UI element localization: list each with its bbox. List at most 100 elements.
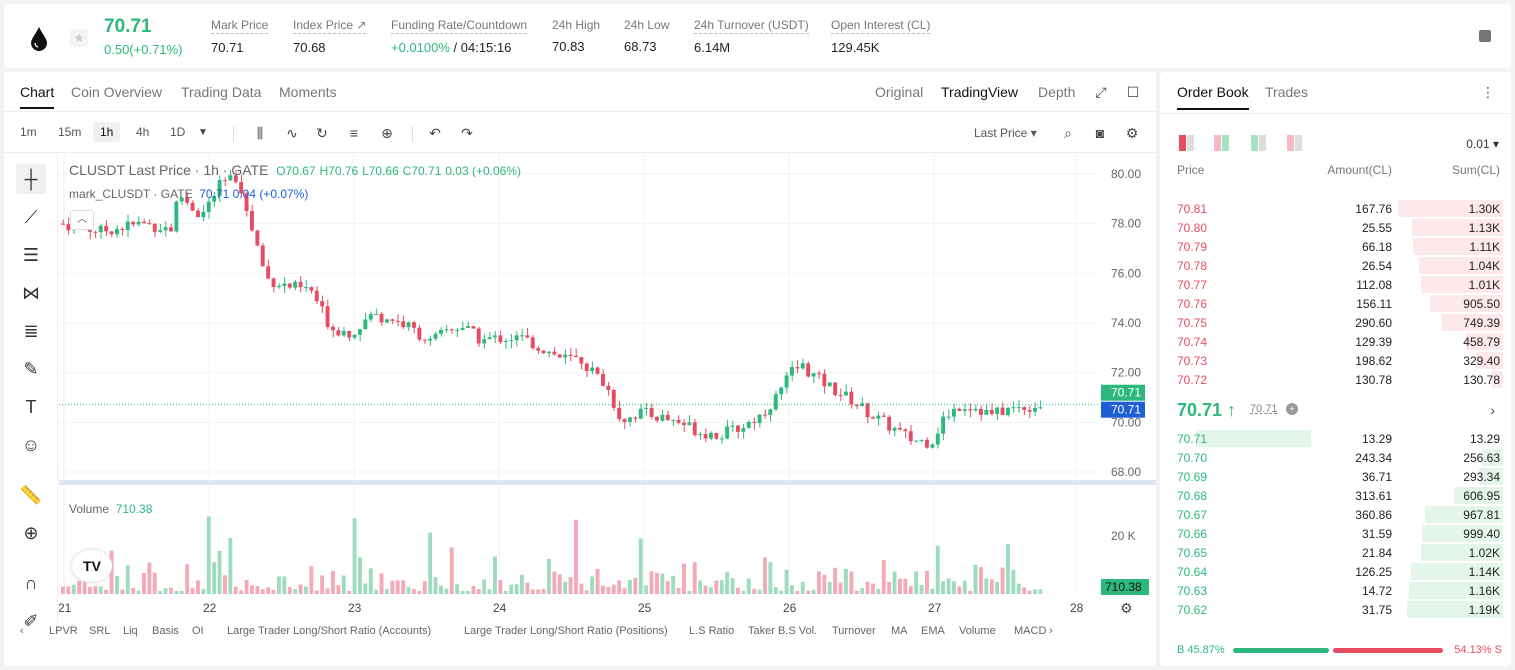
ruler-icon[interactable]: 📏 — [19, 485, 43, 505]
stat-label[interactable]: Mark Price — [211, 18, 269, 34]
candle — [914, 440, 919, 442]
indicator-l-s-ratio[interactable]: L.S Ratio — [689, 625, 735, 637]
tab-trading-data[interactable]: Trading Data — [181, 84, 262, 100]
indicators-icon[interactable]: ∿ — [286, 125, 298, 141]
magnet-icon[interactable]: ∩ — [24, 573, 38, 593]
bid-row[interactable]: 70.66 31.59 999.40 — [1160, 524, 1511, 543]
zoom-in-icon[interactable]: ⊕ — [23, 523, 39, 543]
axis-settings-icon[interactable]: ⚙ — [1120, 600, 1133, 616]
stat-label[interactable]: Index Price ↗ — [293, 18, 367, 34]
bid-row[interactable]: 70.64 126.25 1.14K — [1160, 562, 1511, 581]
bid-row[interactable]: 70.63 14.72 1.16K — [1160, 581, 1511, 600]
indicator-taker-b-s-vol-[interactable]: Taker B.S Vol. — [748, 625, 818, 637]
brush-icon[interactable]: ✎ — [23, 359, 39, 379]
gear-icon[interactable]: ⚙ — [1125, 125, 1139, 141]
tradingview-logo[interactable]: TV — [72, 550, 112, 582]
pattern-icon[interactable]: ⋈ — [22, 283, 40, 303]
caret-down-icon[interactable]: ▼ — [198, 127, 208, 138]
pencil-lock-icon[interactable]: ✐ — [23, 611, 39, 631]
layout-split-icon[interactable] — [1214, 135, 1230, 151]
fib-icon[interactable]: ≣ — [23, 321, 39, 341]
indicator-large-trader-long-short-ratio-positions-[interactable]: Large Trader Long/Short Ratio (Positions… — [464, 625, 668, 637]
favorite-star-icon[interactable]: ★ — [70, 29, 88, 47]
chevron-right-icon[interactable]: › — [1049, 625, 1053, 637]
precision-select[interactable]: 0.01 ▾ — [1466, 137, 1499, 151]
stat-label[interactable]: Open Interest (CL) — [831, 18, 931, 34]
interval-15m[interactable]: 15m — [58, 125, 82, 139]
replay-icon[interactable]: ↻ — [316, 125, 328, 141]
interval-4h[interactable]: 4h — [136, 125, 150, 139]
emoji-icon[interactable]: ☺ — [21, 435, 41, 455]
indicator-lpvr[interactable]: LPVR — [49, 625, 78, 637]
layout-both-icon[interactable] — [1179, 135, 1195, 151]
view-depth[interactable]: Depth — [1038, 84, 1076, 100]
crosshair-icon[interactable]: ┼ — [16, 164, 46, 194]
indicator-ma[interactable]: MA — [891, 625, 908, 637]
indicator-ema[interactable]: EMA — [921, 625, 945, 637]
view-tradingview[interactable]: TradingView — [941, 84, 1019, 100]
view-original[interactable]: Original — [875, 84, 924, 100]
candle — [352, 334, 357, 338]
tab-moments[interactable]: Moments — [279, 84, 337, 100]
tab-coin-overview[interactable]: Coin Overview — [71, 84, 163, 100]
volume-bar — [1033, 589, 1037, 594]
tab-order-book[interactable]: Order Book — [1177, 84, 1249, 110]
indicator-oi[interactable]: OI — [192, 625, 204, 637]
candles-icon[interactable]: ⫼ — [256, 125, 264, 141]
trendline-icon[interactable]: ⟋ — [24, 207, 38, 227]
bid-row[interactable]: 70.62 31.75 1.19K — [1160, 600, 1511, 619]
indicator-large-trader-long-short-ratio-accounts-[interactable]: Large Trader Long/Short Ratio (Accounts) — [227, 625, 432, 637]
text-icon[interactable]: T — [25, 397, 37, 417]
guide-book-icon[interactable] — [1479, 30, 1491, 42]
redo-icon[interactable]: ↷ — [461, 125, 473, 141]
bid-row[interactable]: 70.70 243.34 256.63 — [1160, 448, 1511, 467]
more-options-icon[interactable]: ⋮ — [1481, 84, 1495, 100]
undo-icon[interactable]: ↶ — [429, 125, 441, 141]
chevron-right-icon[interactable]: › — [1490, 402, 1495, 418]
bid-row[interactable]: 70.69 36.71 293.34 — [1160, 467, 1511, 486]
layout-bids-icon[interactable] — [1251, 135, 1267, 151]
interval-1d[interactable]: 1D — [170, 125, 186, 139]
candle — [120, 228, 125, 231]
indicator-liq[interactable]: Liq — [123, 625, 138, 637]
collapse-legend-button[interactable]: ︿ — [70, 210, 94, 230]
ask-row[interactable]: 70.78 26.54 1.04K — [1160, 256, 1511, 275]
indicator-volume[interactable]: Volume — [959, 625, 996, 637]
ask-row[interactable]: 70.81 167.76 1.30K — [1160, 199, 1511, 218]
price-type-select[interactable]: Last Price ▾ — [974, 126, 1037, 140]
bid-row[interactable]: 70.65 21.84 1.02K — [1160, 543, 1511, 562]
bid-row[interactable]: 70.68 313.61 606.95 — [1160, 486, 1511, 505]
shield-icon[interactable]: + — [1286, 403, 1298, 415]
indicator-turnover[interactable]: Turnover — [832, 625, 876, 637]
indicator-macd[interactable]: MACD — [1014, 625, 1047, 637]
bid-row[interactable]: 70.71 13.29 13.29 — [1160, 429, 1511, 448]
window-icon[interactable]: ☐ — [1126, 84, 1140, 100]
chevron-left-icon[interactable]: ‹ — [20, 625, 24, 637]
tab-chart[interactable]: Chart — [20, 84, 55, 109]
ask-row[interactable]: 70.72 130.78 130.78 — [1160, 370, 1511, 389]
ask-row[interactable]: 70.76 156.11 905.50 — [1160, 294, 1511, 313]
layout-asks-icon[interactable] — [1287, 135, 1303, 151]
alert-add-icon[interactable]: ⊕ — [381, 125, 393, 141]
ask-row[interactable]: 70.79 66.18 1.11K — [1160, 237, 1511, 256]
stat-label[interactable]: 24h Turnover (USDT) — [694, 18, 809, 34]
indicator-basis[interactable]: Basis — [152, 625, 179, 637]
horizontal-lines-icon[interactable]: ☰ — [22, 245, 40, 265]
ask-row[interactable]: 70.80 25.55 1.13K — [1160, 218, 1511, 237]
stat-label[interactable]: Funding Rate/Countdown — [391, 18, 528, 34]
ask-row[interactable]: 70.74 129.39 458.79 — [1160, 332, 1511, 351]
candle — [163, 227, 168, 231]
search-icon[interactable]: ⌕ — [1064, 125, 1072, 141]
indicator-srl[interactable]: SRL — [89, 625, 111, 637]
candlestick-chart[interactable]: 80.00 78.00 76.00 74.00 72.00 70.00 68.00 70.71… — [59, 154, 1156, 624]
bid-row[interactable]: 70.67 360.86 967.81 — [1160, 505, 1511, 524]
ask-row[interactable]: 70.75 290.60 749.39 — [1160, 313, 1511, 332]
ask-row[interactable]: 70.73 198.62 329.40 — [1160, 351, 1511, 370]
ask-row[interactable]: 70.77 112.08 1.01K — [1160, 275, 1511, 294]
camera-icon[interactable]: ◙ — [1095, 125, 1105, 141]
interval-1h[interactable]: 1h — [93, 122, 121, 142]
tab-trades[interactable]: Trades — [1265, 84, 1309, 100]
expand-icon[interactable]: ⤢ — [1095, 84, 1107, 100]
template-icon[interactable]: ≡ — [349, 125, 359, 141]
interval-1m[interactable]: 1m — [20, 125, 37, 139]
